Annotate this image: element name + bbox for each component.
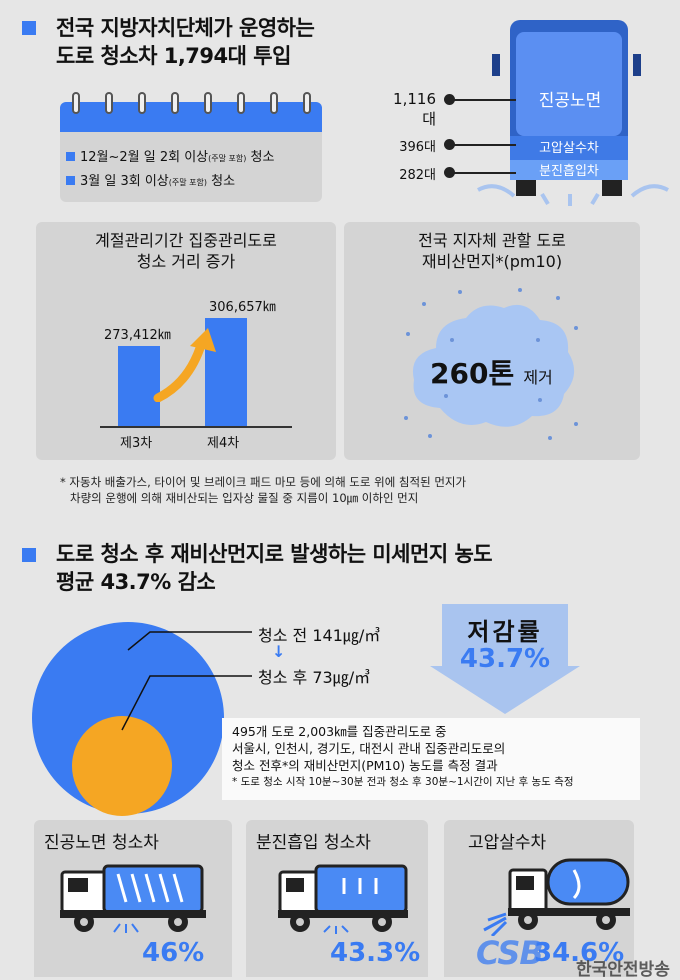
card-vacuum-pct: 46% [142,938,205,968]
card-water-title: 고압살수차 [468,833,547,853]
section1-title: 전국 지방자치단체가 운영하는 도로 청소차 1,794대 투입 [56,16,315,68]
dust-cloud-illustration [404,288,578,440]
reduction-label: 저감률 [467,618,543,646]
calendar-line-1: 12월~2월 일 2회 이상(주말 포함) 청소 [66,146,274,165]
truck-front-illustration [477,20,669,206]
concentration-leaders [121,631,252,731]
after-value: 청소 후 73㎍/㎥ [258,668,371,687]
reduction-arrow [430,604,580,714]
dust-panel-title: 전국 지자체 관할 도로 재비산먼지*(pm10) [418,231,566,271]
card-dust-title: 분진흡입 청소차 [256,833,371,853]
water-count: 396대 [399,140,436,155]
section2-marker [22,548,36,562]
dust-amount: 260톤 제거 [430,357,553,390]
increase-arrow [153,328,216,402]
dust-dot [444,167,455,178]
watermark-text: 한국안전방송 [576,960,670,980]
bar-category-label-1: 제3차 [120,436,153,451]
measurement-description: 495개 도로 2,003㎞를 집중관리도로 중 서울시, 인천시, 경기도, … [232,724,574,788]
distance-panel [36,222,336,460]
water-dot [444,139,455,150]
vacuum-truck-icon [60,864,206,933]
chart-baseline [100,426,292,428]
watermark-logo: CSB [476,934,544,972]
truck-label-dust: 분진흡입차 [539,164,599,179]
vacuum-dot [444,94,455,105]
water-truck-icon [483,858,630,936]
vacuum-count: 1,116대 [393,90,436,128]
vacuum-leader [450,99,516,101]
bar-value-label-1: 273,412㎞ [104,328,171,344]
section2-title: 도로 청소 후 재비산먼지로 발생하는 미세먼지 농도 평균 43.7% 감소 [56,542,493,594]
truck-label-water: 고압살수차 [539,141,599,156]
card-water-pct: 34.6% [534,938,625,968]
card-vacuum-title: 진공노면 청소차 [44,833,159,853]
dust-count: 282대 [399,168,436,183]
section1-marker [22,21,36,35]
bar-2 [205,317,247,426]
measurement-description-box [222,718,640,800]
dust-leader [450,172,516,174]
water-leader [450,144,516,146]
footnote-dust-definition: * 자동차 배출가스, 타이어 및 브레이크 패드 마모 등에 의해 도로 위에… [60,475,467,505]
dust-suction-truck-icon [278,864,408,934]
bar-category-label-2: 제4차 [207,436,240,451]
card-dust-pct: 43.3% [330,938,421,968]
down-arrow-icon: ↓ [272,642,286,661]
distance-panel-title: 계절관리기간 집중관리도로 청소 거리 증가 [95,231,277,271]
truck-label-vacuum: 진공노면 [538,91,602,111]
bar-value-label-2: 306,657㎞ [209,299,276,315]
calendar-line-2: 3월 일 3회 이상(주말 포함) 청소 [66,170,235,189]
bar-1 [118,346,160,426]
before-value: 청소 전 141㎍/㎥ [258,626,381,645]
reduction-value: 43.7% [459,644,551,674]
